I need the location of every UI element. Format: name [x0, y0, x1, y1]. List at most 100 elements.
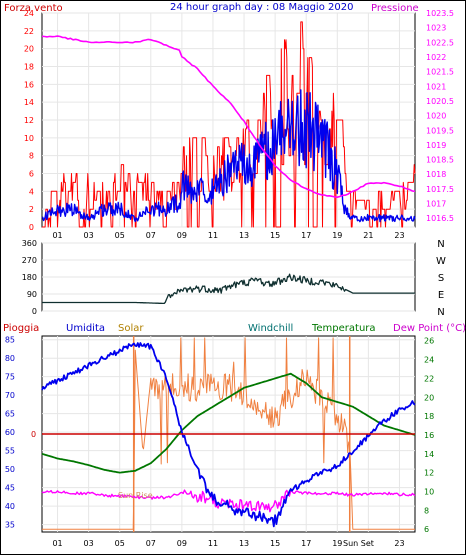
temperature-tick-label: 16: [424, 431, 434, 440]
wind-tick-label: 12: [24, 116, 34, 125]
compass-label: S: [438, 273, 444, 284]
wind-speed-line: [41, 89, 416, 223]
wind-tick-label: 6: [29, 170, 34, 179]
pressure-tick-label: 1019: [426, 141, 446, 150]
hour-tick-label: 07: [146, 539, 156, 548]
pressure-line: [41, 35, 416, 198]
wind-direction-grid: [42, 242, 415, 312]
humidity-tick-label: 45: [5, 484, 15, 493]
temperature-ticks: 6 8 10 12 14 16 18 20 22 24 26: [424, 337, 434, 534]
hour-tick-label: 15: [270, 231, 280, 240]
pressure-tick-label: 1023.5: [426, 9, 454, 18]
humidity-tick-label: 85: [5, 336, 15, 345]
wind-tick-label: 14: [24, 98, 34, 107]
pressure-ticks: 1016.5 1017 1017.5 1018 1018.5 1019 1019.5 1020…: [426, 9, 454, 223]
direction-ticks: 0 90 180 270 360: [22, 239, 37, 316]
humidity-tick-label: 60: [5, 428, 15, 437]
pressure-tick-label: 1018: [426, 170, 446, 179]
hour-tick-label: 03: [84, 231, 94, 240]
humidity-ticks: 35 40 45 50 55 60 65 70 75 80 85: [5, 336, 15, 530]
chart-title: 24 hour graph day : 08 Maggio 2020: [170, 2, 353, 13]
compass-label: W: [436, 256, 446, 267]
pressure-tick-label: 1017: [426, 200, 446, 209]
rain-axis-label: Pioggia: [3, 323, 39, 334]
wind-tick-label: 10: [24, 134, 34, 143]
temperature-tick-label: 6: [424, 525, 429, 534]
humidity-tick-label: 80: [5, 354, 15, 363]
hour-tick-label: 03: [84, 539, 94, 548]
humidity-tick-label: 35: [5, 521, 15, 530]
compass-label: N: [437, 307, 444, 318]
pressure-tick-label: 1023: [426, 24, 446, 33]
wind-direction-line: [42, 273, 415, 305]
wind-tick-label: 4: [29, 187, 34, 196]
pressure-tick-label: 1020.5: [426, 97, 454, 106]
humidity-line: [41, 342, 416, 528]
humidity-tick-label: 65: [5, 410, 15, 419]
sun-rise-label: Sun Rise: [118, 491, 153, 500]
rain-zero-label: 0: [31, 430, 36, 439]
direction-tick-label: 180: [22, 273, 37, 282]
wind-axis-label: Forza vento: [4, 3, 63, 14]
direction-tick-label: 90: [27, 290, 37, 299]
pressure-tick-label: 1020: [426, 112, 446, 121]
humidity-tick-label: 55: [5, 447, 15, 456]
hour-tick-label: 11: [208, 231, 218, 240]
temperature-tick-label: 26: [424, 337, 434, 346]
pressure-tick-label: 1022.5: [426, 38, 454, 47]
pressure-tick-label: 1021: [426, 82, 446, 91]
wind-pressure-series: [41, 21, 416, 228]
temperature-tick-label: 24: [424, 356, 434, 365]
wind-tick-label: 18: [24, 63, 34, 72]
wind-tick-label: 20: [24, 45, 34, 54]
hour-tick-label: 15: [270, 539, 280, 548]
hour-tick-label: 13: [239, 539, 249, 548]
wind-tick-label: 24: [24, 9, 34, 18]
wind-tick-label: 2: [29, 205, 34, 214]
hour-tick-label: 07: [146, 231, 156, 240]
compass-label: N: [437, 239, 444, 250]
dewpoint-line: [41, 489, 416, 513]
hour-tick-label: 11: [208, 539, 218, 548]
hour-tick-label: 19: [332, 539, 342, 548]
humidity-tick-label: 75: [5, 373, 15, 382]
hour-tick-label: 23: [394, 231, 404, 240]
pressure-tick-label: 1017.5: [426, 185, 454, 194]
temperature-tick-label: 22: [424, 374, 434, 383]
pressure-tick-label: 1021.5: [426, 68, 454, 77]
direction-tick-label: 360: [22, 239, 37, 248]
wind-tick-label: 8: [29, 152, 34, 161]
pressure-tick-label: 1016.5: [426, 214, 454, 223]
wind-tick-label: 0: [29, 223, 34, 232]
wind-tick-label: 22: [24, 27, 34, 36]
pressure-tick-label: 1019.5: [426, 126, 454, 135]
hour-tick-label: 17: [301, 231, 311, 240]
pressure-tick-label: 1018.5: [426, 156, 454, 165]
compass-label: E: [438, 290, 444, 301]
hour-tick-label: 05: [115, 231, 125, 240]
direction-tick-label: 0: [32, 307, 37, 316]
temperature-axis-label: Temperatura: [311, 323, 376, 334]
hour-tick-label: 21: [363, 231, 373, 240]
hour-tick-label: 01: [52, 539, 62, 548]
windchill-axis-label: Windchill: [248, 323, 293, 334]
temperature-tick-label: 14: [424, 450, 434, 459]
temperature-tick-label: 20: [424, 393, 434, 402]
temperature-tick-label: 12: [424, 469, 434, 478]
dewpoint-axis-label: Dew Point (°C): [393, 323, 466, 334]
pressure-tick-label: 1022: [426, 53, 446, 62]
hour-tick-label: 23: [394, 539, 404, 548]
humidity-tick-label: 40: [5, 502, 15, 511]
hour-tick-label: 09: [177, 231, 187, 240]
pressure-axis-label: Pressione: [371, 3, 419, 14]
wind-tick-label: 16: [24, 80, 34, 89]
temperature-tick-label: 18: [424, 412, 434, 421]
temperature-line: [41, 372, 416, 474]
hour-tick-label: 09: [177, 539, 187, 548]
hour-ticks-bottom: 01 03 05 07 09 11 13 15 17 19 23: [52, 539, 404, 548]
direction-tick-label: 270: [22, 256, 37, 265]
hour-tick-label: 17: [301, 539, 311, 548]
